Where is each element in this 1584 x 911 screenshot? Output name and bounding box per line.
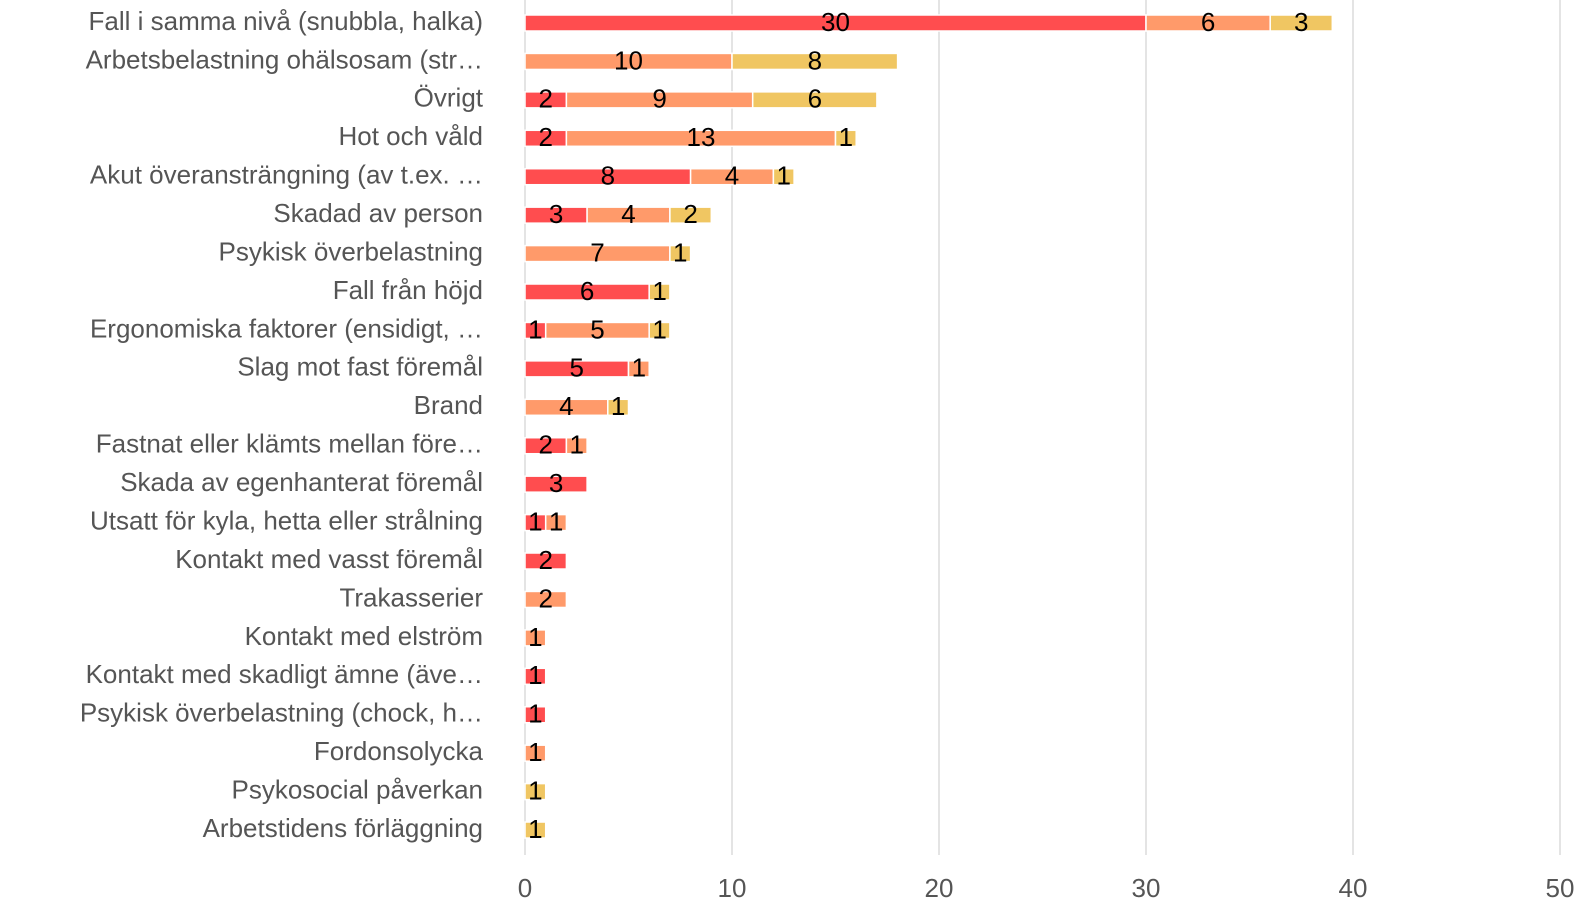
data-label: 1 [528,699,542,729]
data-label: 3 [1294,7,1308,37]
x-tick-label: 10 [718,873,747,903]
data-label: 1 [528,737,542,767]
data-label: 4 [559,391,573,421]
data-label: 9 [652,84,666,114]
data-label: 1 [528,775,542,805]
y-tick-label: Psykisk överbelastning [219,236,483,266]
y-tick-label: Trakasserier [339,582,483,612]
data-label: 1 [549,506,563,536]
bar-segment [607,398,630,417]
data-label: 1 [652,276,666,306]
y-tick-label: Kontakt med skadligt ämne (äve… [86,659,483,689]
data-label: 1 [652,314,666,344]
bar-segment [627,360,650,378]
y-tick-label: Slag mot fast föremål [237,352,483,382]
data-label: 6 [1201,7,1215,37]
data-label: 1 [528,814,542,844]
x-tick-label: 40 [1339,873,1368,903]
bar-segment [524,629,547,647]
y-tick-label: Fall i samma nivå (snubbla, halka) [89,6,484,36]
y-tick-label: Arbetstidens förläggning [203,813,483,843]
data-label: 4 [621,199,635,229]
data-label: 1 [632,353,646,383]
bar-segment [648,283,671,301]
data-label: 1 [673,237,687,267]
data-label: 13 [686,122,715,152]
bar-segment [565,436,588,455]
data-label: 5 [590,314,604,344]
data-label: 1 [528,314,542,344]
y-tick-label: Fordonsolycka [314,736,484,766]
y-tick-label: Hot och våld [338,121,483,151]
data-label: 6 [808,84,822,114]
data-label: 2 [538,84,552,114]
data-label: 3 [549,199,563,229]
bar-segment [834,129,857,148]
bar-segment [524,821,547,839]
data-label: 1 [777,161,791,191]
bar-segment [1269,14,1334,32]
y-tick-label: Brand [414,390,483,420]
data-label: 4 [725,161,739,191]
x-tick-label: 20 [925,873,954,903]
y-tick-label: Psykosocial påverkan [232,774,483,804]
bar-segment [731,52,899,71]
bar-segment [648,321,671,340]
data-label: 1 [528,506,542,536]
y-tick-label: Akut överansträngning (av t.ex. … [90,160,483,190]
y-tick-label: Skadad av person [273,198,483,228]
y-tick-label: Utsatt för kyla, hetta eller strålning [90,505,483,535]
y-tick-label: Kontakt med elström [245,621,483,651]
bar-segment [544,513,568,532]
y-tick-label: Kontakt med vasst föremål [175,544,483,574]
bar-segment [524,667,547,686]
data-label: 7 [590,237,604,267]
data-label: 2 [538,545,552,575]
x-tick-label: 50 [1546,873,1575,903]
data-label: 2 [538,430,552,460]
data-label: 8 [601,161,615,191]
y-tick-label: Fall från höjd [333,275,483,305]
data-label: 10 [614,45,643,75]
bar-segment [524,590,568,609]
data-label: 30 [821,7,850,37]
data-label: 1 [570,430,584,460]
data-label: 1 [528,622,542,652]
bar-segment [772,167,795,186]
data-label: 2 [538,583,552,613]
bar-segment [669,206,713,224]
data-label: 1 [839,122,853,152]
y-tick-label: Ergonomiska faktorer (ensidigt, … [90,313,483,343]
bar-segment [524,705,547,724]
data-label: 6 [580,276,594,306]
x-tick-label: 0 [518,873,532,903]
data-label: 8 [808,45,822,75]
bar-segment [669,244,692,263]
y-tick-label: Övrigt [414,83,484,113]
x-tick-label: 30 [1132,873,1161,903]
bar-segment [524,782,547,801]
data-label: 1 [528,660,542,690]
y-tick-label: Arbetsbelastning ohälsosam (str… [86,44,483,74]
data-label: 2 [683,199,697,229]
data-label: 1 [611,391,625,421]
y-tick-label: Skada av egenhanterat föremål [120,467,483,497]
y-tick-label: Fastnat eller klämts mellan före… [96,429,483,459]
bar-segment [524,552,568,570]
bar-segment [524,475,588,493]
y-tick-label: Psykisk överbelastning (chock, h… [80,698,483,728]
data-label: 5 [570,353,584,383]
data-label: 2 [538,122,552,152]
bar-segment [751,91,878,109]
data-label: 3 [549,468,563,498]
bar-segment [524,744,547,762]
